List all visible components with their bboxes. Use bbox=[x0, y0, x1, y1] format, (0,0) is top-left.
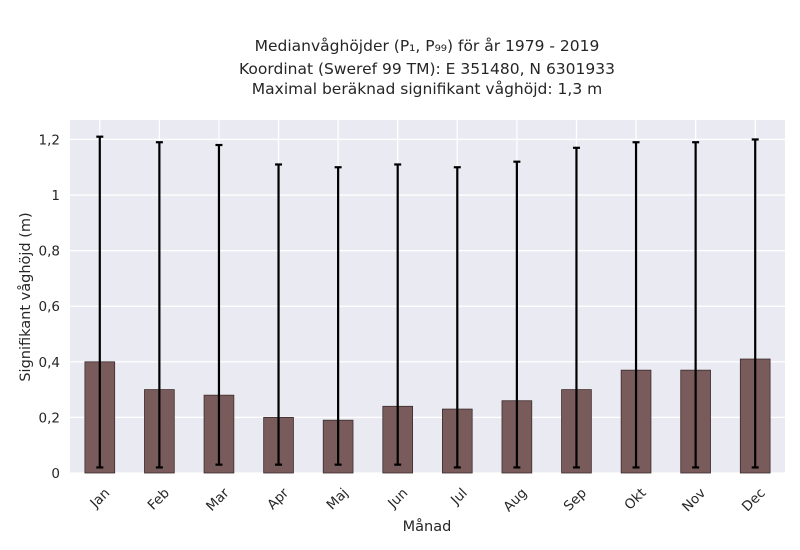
y-tick-label: 0,6 bbox=[39, 299, 60, 315]
error-bars bbox=[96, 135, 759, 469]
title-line-1: Medianvåghöjder (P₁, P₉₉) för år 1979 - … bbox=[255, 37, 600, 55]
plot-area bbox=[70, 120, 785, 473]
x-tick-label: Aug bbox=[500, 485, 530, 515]
x-tick-label: Dec bbox=[739, 485, 769, 515]
y-tick-label: 0 bbox=[51, 466, 60, 482]
chart-title: Medianvåghöjder (P₁, P₉₉) för år 1979 - … bbox=[239, 37, 615, 98]
y-tick-label: 0,8 bbox=[39, 244, 60, 260]
y-tick-labels: 0 0,2 0,4 0,6 0,8 1 1,2 bbox=[39, 132, 60, 482]
x-tick-label: Jul bbox=[447, 485, 471, 509]
x-tick-label: Jan bbox=[87, 485, 114, 512]
x-tick-label: Jun bbox=[384, 485, 411, 512]
x-tick-label: Apr bbox=[264, 485, 292, 513]
x-tick-label: Maj bbox=[324, 485, 352, 513]
x-tick-label: Nov bbox=[679, 485, 709, 515]
x-tick-label: Sep bbox=[561, 485, 590, 514]
y-tick-label: 1 bbox=[51, 188, 60, 204]
title-line-2: Koordinat (Sweref 99 TM): E 351480, N 63… bbox=[239, 60, 615, 78]
title-line-3: Maximal beräknad signifikant våghöjd: 1,… bbox=[252, 80, 602, 98]
x-tick-label: Okt bbox=[621, 485, 649, 513]
y-tick-label: 0,4 bbox=[39, 355, 60, 371]
y-tick-label: 0,2 bbox=[39, 410, 60, 426]
y-axis-label: Signifikant våghöjd (m) bbox=[17, 212, 34, 381]
x-tick-label: Mar bbox=[203, 485, 233, 515]
x-tick-label: Feb bbox=[145, 485, 173, 513]
x-axis-label: Månad bbox=[403, 518, 452, 535]
x-tick-labels: Jan Feb Mar Apr Maj Jun Jul Aug Sep Okt Nov Dec bbox=[87, 485, 769, 515]
y-tick-label: 1,2 bbox=[39, 132, 60, 148]
